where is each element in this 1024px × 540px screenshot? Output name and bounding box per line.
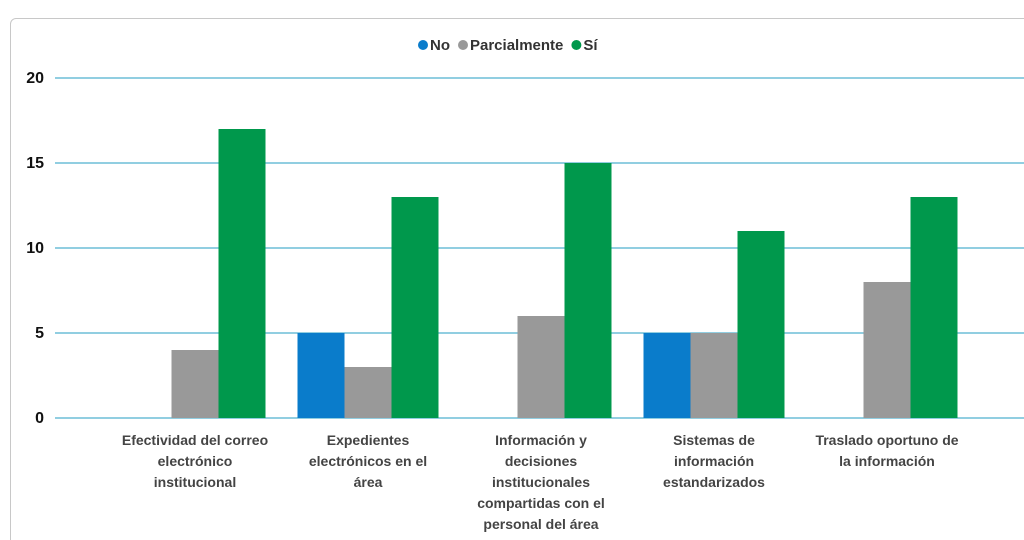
bar — [643, 333, 691, 418]
y-tick-label: 15 — [26, 155, 44, 172]
bar — [863, 282, 911, 418]
bar — [391, 197, 439, 418]
bar — [297, 333, 345, 418]
bar — [737, 231, 785, 418]
legend-marker — [418, 40, 428, 50]
legend-label: Sí — [583, 37, 598, 54]
y-tick-label: 0 — [35, 410, 44, 427]
legend-marker — [571, 40, 582, 50]
bar — [517, 316, 565, 418]
bar — [344, 367, 392, 418]
chart-frame — [10, 18, 1024, 540]
bar — [171, 350, 219, 418]
bar — [218, 129, 266, 418]
y-tick-label: 20 — [26, 70, 44, 87]
legend-marker — [458, 40, 468, 50]
y-tick-label: 10 — [26, 240, 44, 257]
legend-label: No — [430, 37, 450, 54]
x-tick-label: Sistemas de información estandarizados — [663, 432, 765, 490]
x-tick-label: Información y decisiones institucionales… — [477, 432, 605, 532]
bar — [564, 163, 612, 418]
bar — [910, 197, 958, 418]
x-tick-label: Expedientes electrónicos en el área — [308, 432, 428, 490]
x-tick-label: Efectividad del correo electrónico insti… — [121, 432, 269, 490]
x-tick-label: Traslado oportuno de la información — [815, 432, 959, 469]
legend-label: Parcialmente — [470, 37, 563, 54]
y-tick-label: 5 — [35, 325, 44, 342]
bar — [690, 333, 738, 418]
